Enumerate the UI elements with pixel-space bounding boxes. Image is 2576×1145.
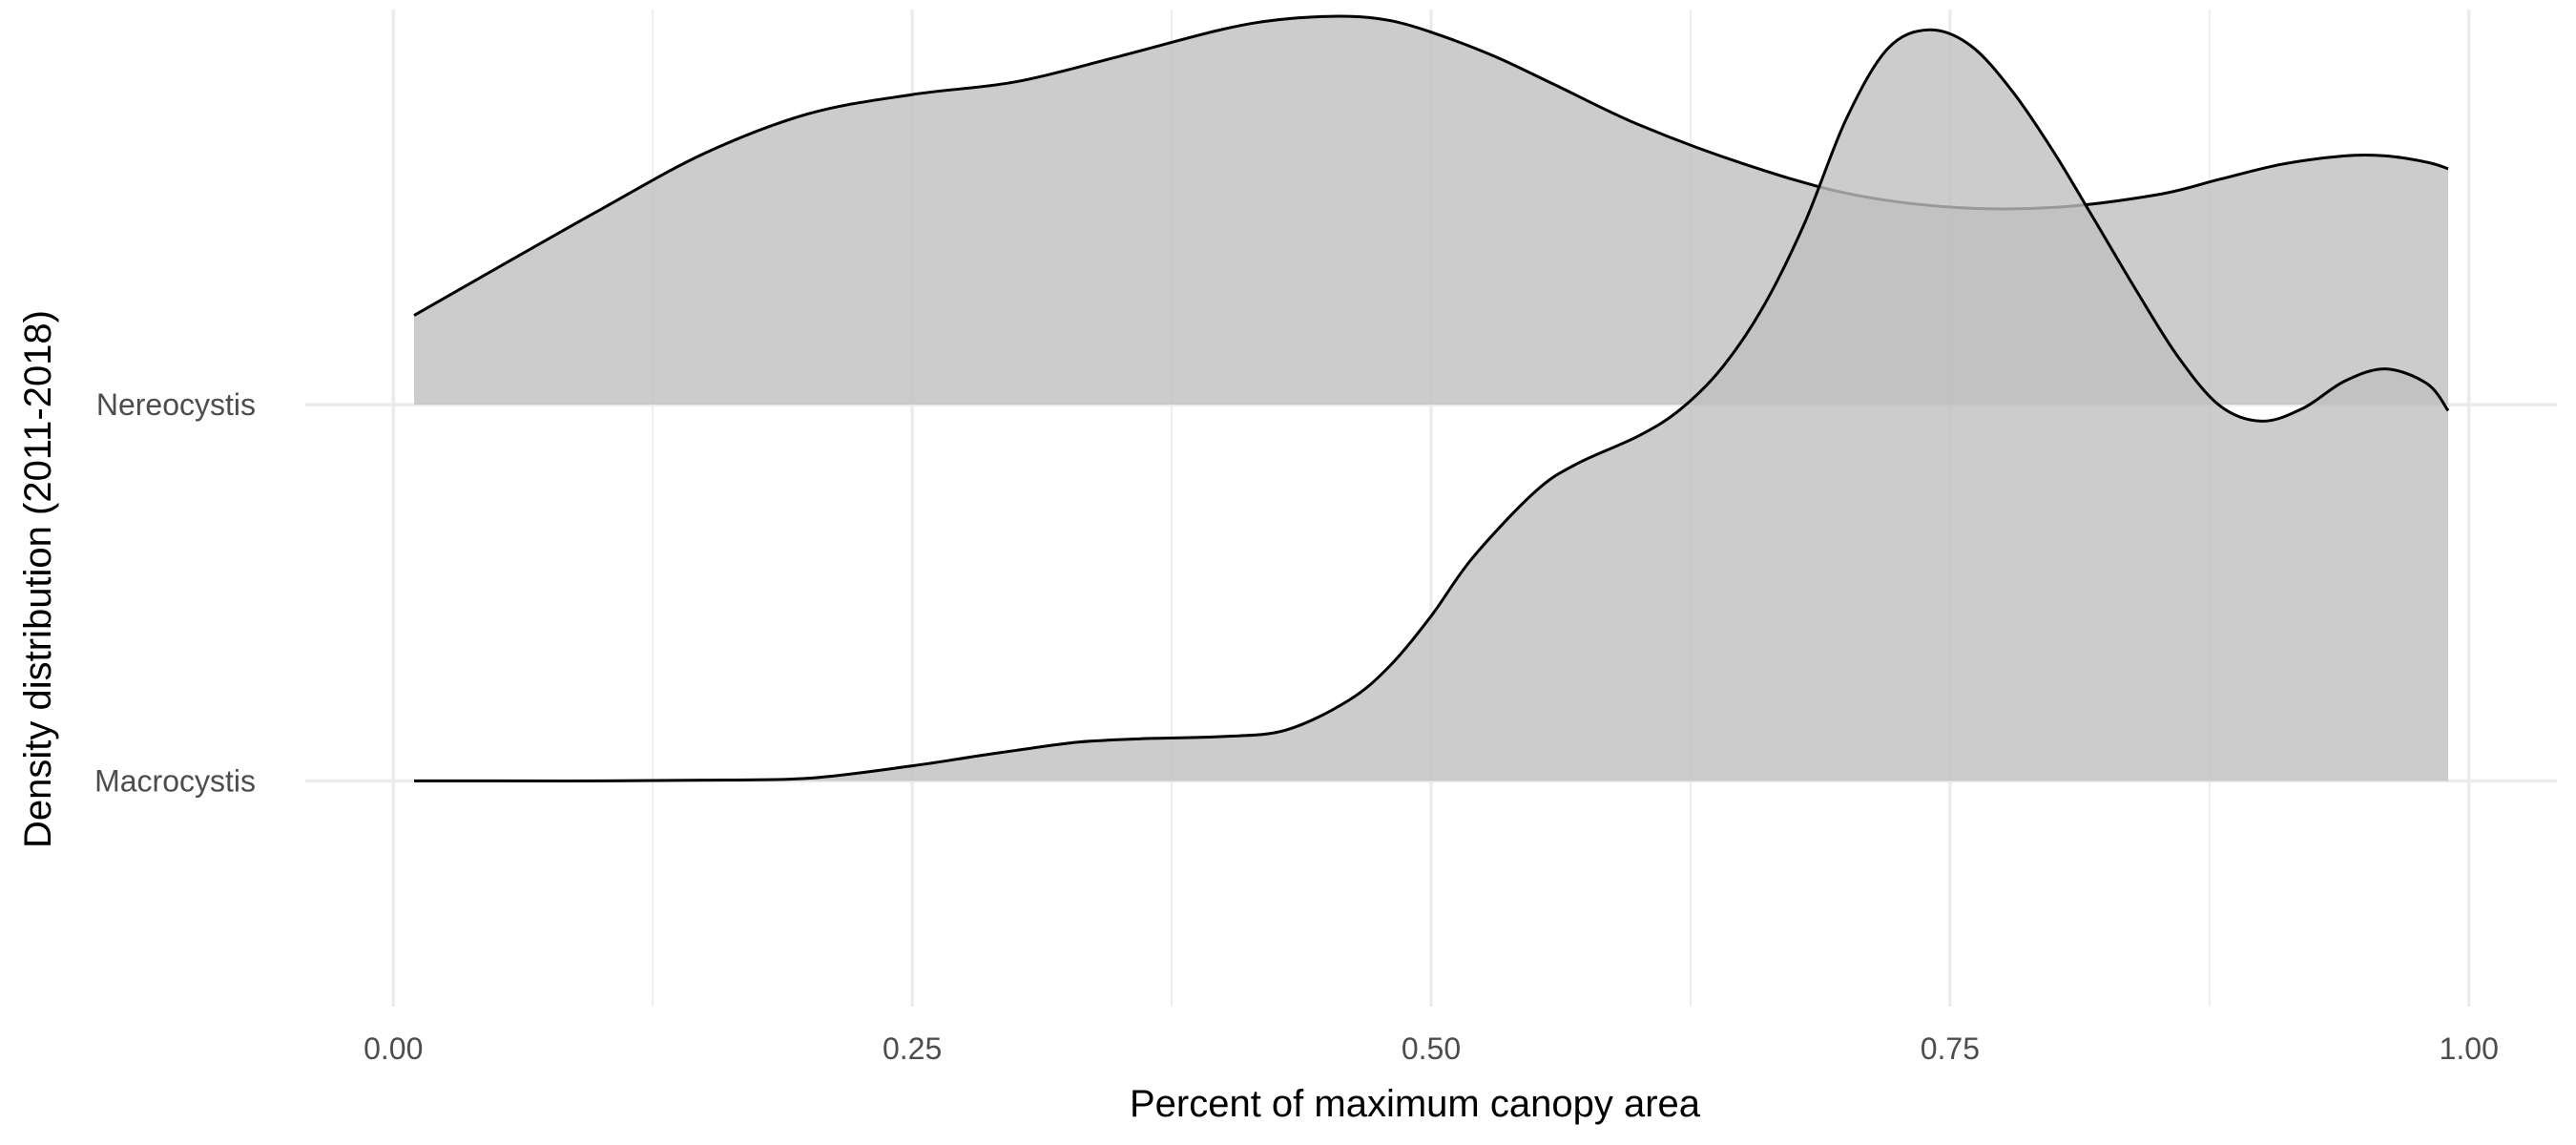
x-tick-label: 0.50 [1402, 1031, 1461, 1066]
y-axis-tick-labels: Macrocystis Nereocystis [94, 387, 256, 798]
x-tick-label: 1.00 [2440, 1031, 2499, 1066]
x-axis-title: Percent of maximum canopy area [1130, 1083, 1701, 1125]
x-tick-label: 0.25 [883, 1031, 942, 1066]
y-tick-label-macrocystis: Macrocystis [94, 763, 256, 798]
density-line-nereocystis [413, 14, 2449, 317]
x-tick-label: 0.75 [1921, 1031, 1980, 1066]
density-line-macrocystis [413, 28, 2450, 782]
ridge-macrocystis [413, 28, 2450, 782]
density-area-macrocystis [414, 30, 2448, 781]
x-tick-label: 0.00 [364, 1031, 423, 1066]
density-ridges [413, 14, 2450, 782]
y-tick-label-nereocystis: Nereocystis [96, 387, 256, 422]
y-axis-title: Density distribution (2011-2018) [17, 310, 59, 848]
x-axis-tick-labels: 0.00 0.25 0.50 0.75 1.00 [364, 1031, 2499, 1066]
